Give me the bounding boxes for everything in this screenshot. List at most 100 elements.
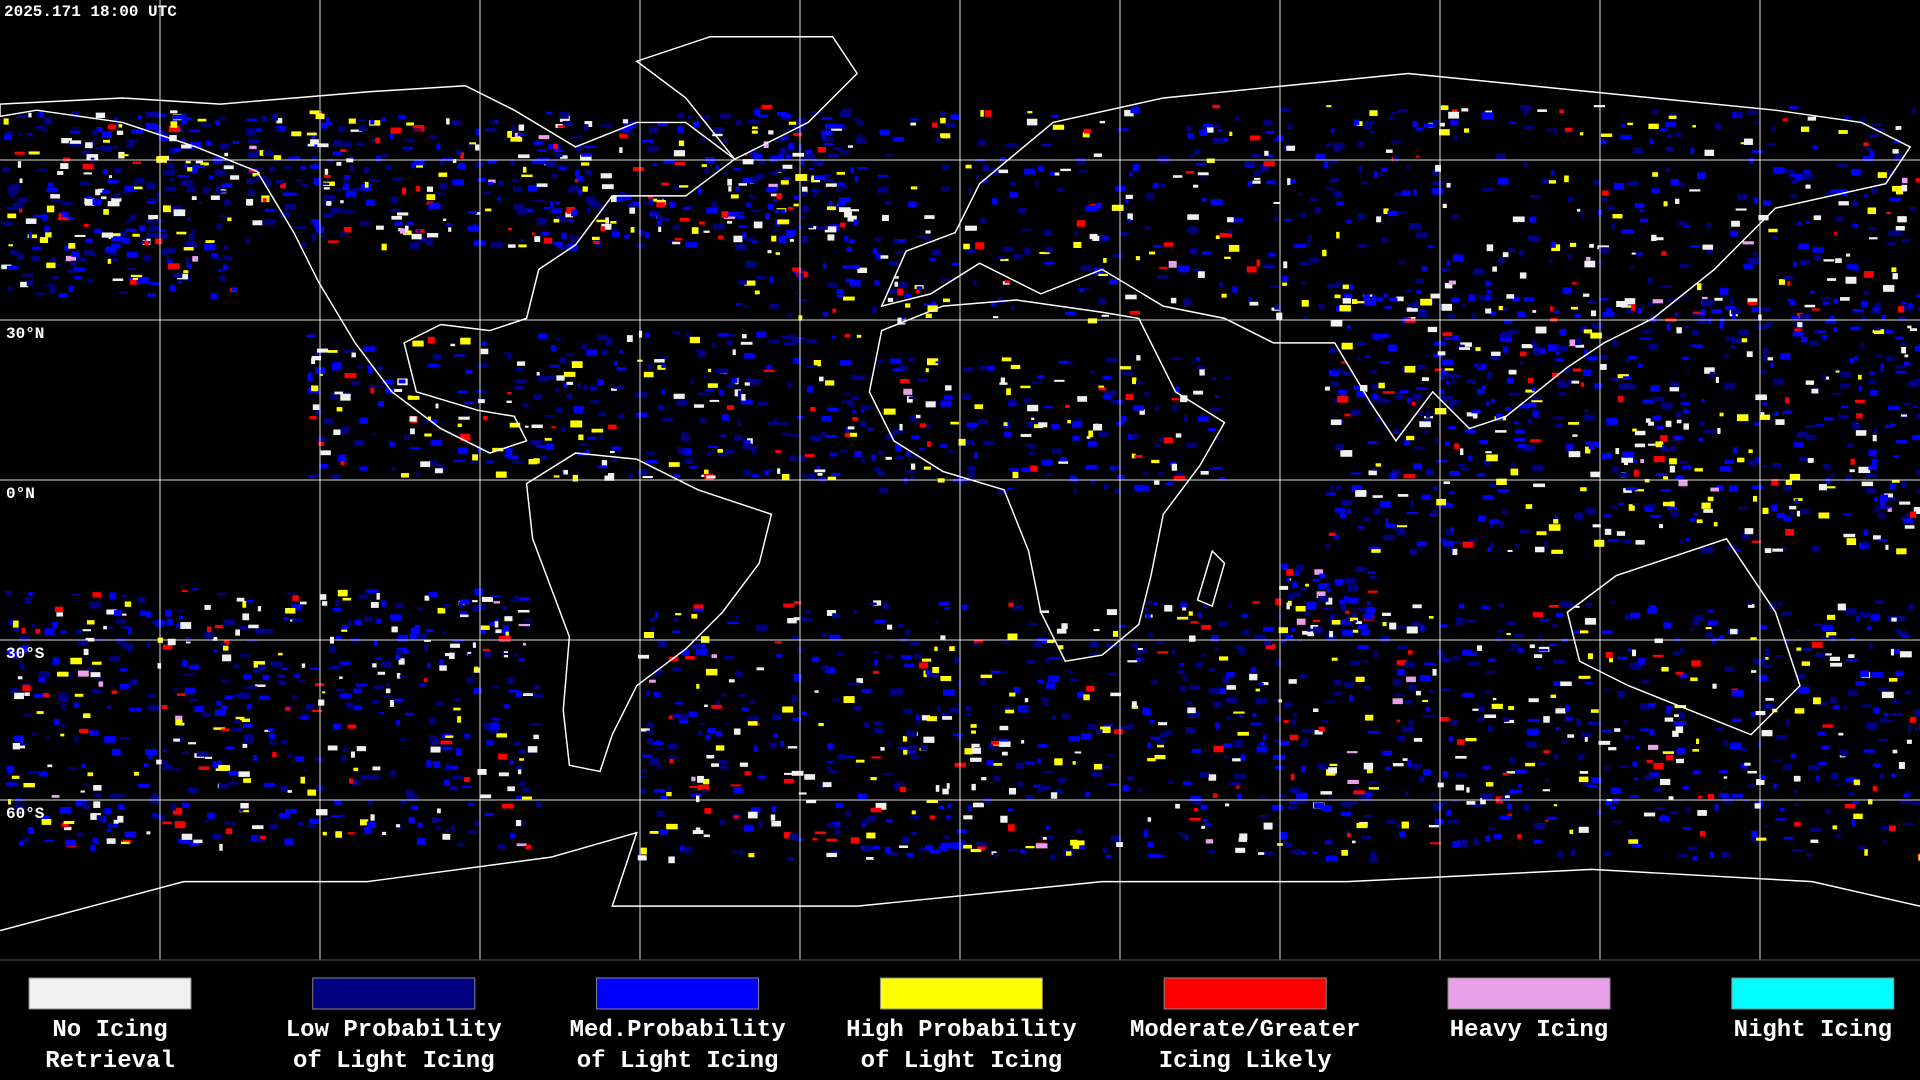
icing-pixel [1760, 624, 1767, 630]
icing-pixel [1466, 801, 1476, 805]
icing-pixel [1415, 278, 1424, 284]
icing-pixel [1849, 469, 1855, 473]
icing-pixel [1418, 411, 1423, 416]
icing-pixel [697, 392, 710, 396]
icing-pixel [355, 683, 367, 687]
icing-pixel [1462, 303, 1466, 308]
icing-pixel [1805, 434, 1816, 440]
icing-pixel [1518, 783, 1522, 788]
icing-pixel [1301, 299, 1309, 307]
icing-pixel [429, 135, 438, 140]
icing-pixel [1279, 585, 1289, 590]
icing-pixel [1428, 824, 1439, 828]
icing-pixel [537, 149, 547, 152]
icing-pixel [1647, 702, 1656, 708]
icing-pixel [1287, 124, 1293, 130]
icing-pixel [35, 292, 45, 296]
icing-pixel [1336, 201, 1344, 206]
icing-pixel [945, 385, 952, 391]
icing-pixel [1731, 307, 1741, 315]
icing-pixel [262, 674, 270, 681]
icing-pixel [601, 223, 612, 230]
icing-pixel [1863, 142, 1869, 147]
icing-pixel [363, 616, 373, 622]
icing-pixel [1340, 603, 1347, 611]
icing-pixel [366, 821, 376, 829]
icing-pixel [1422, 700, 1429, 703]
icing-pixel [538, 135, 550, 140]
icing-pixel [1478, 294, 1491, 301]
icing-pixel [398, 658, 405, 665]
icing-pixel [944, 607, 951, 610]
icing-pixel [16, 114, 29, 119]
icing-pixel [801, 711, 807, 716]
icing-pixel [1294, 571, 1300, 577]
icing-pixel [163, 749, 167, 752]
icing-pixel [75, 799, 87, 807]
icing-pixel [1664, 717, 1674, 722]
icing-pixel [1185, 171, 1195, 174]
icing-pixel [1668, 115, 1677, 119]
icing-pixel [834, 828, 841, 835]
icing-pixel [22, 272, 34, 277]
icing-pixel [942, 788, 949, 795]
icing-pixel [3, 118, 9, 125]
icing-pixel [108, 233, 121, 240]
icing-pixel [818, 723, 824, 727]
icing-pixel [1659, 778, 1671, 786]
icing-pixel [904, 470, 916, 475]
icing-pixel [790, 334, 795, 339]
icing-pixel [119, 668, 127, 672]
icing-pixel [1509, 757, 1516, 764]
icing-pixel [93, 801, 101, 808]
icing-pixel [1347, 617, 1358, 622]
icing-pixel [1098, 298, 1106, 305]
icing-pixel [796, 118, 807, 126]
icing-pixel [1432, 180, 1445, 186]
icing-pixel [233, 719, 240, 724]
icing-pixel [260, 115, 267, 122]
icing-pixel [56, 612, 64, 617]
icing-pixel [1614, 728, 1621, 732]
icing-pixel [1707, 620, 1718, 626]
icing-pixel [1215, 722, 1220, 729]
legend-label: No Icing [52, 1017, 167, 1044]
icing-pixel [1329, 763, 1338, 767]
icing-pixel [693, 607, 704, 612]
icing-pixel [974, 452, 979, 459]
icing-pixel [1852, 223, 1859, 228]
icing-pixel [1434, 436, 1439, 444]
icing-pixel [1795, 673, 1806, 679]
icing-pixel [1580, 382, 1585, 387]
icing-pixel [1685, 325, 1689, 328]
icing-pixel [1656, 425, 1664, 431]
icing-pixel [1895, 126, 1902, 130]
icing-pixel [1618, 765, 1629, 768]
icing-pixel [1279, 832, 1288, 839]
icing-pixel [399, 800, 407, 805]
icing-pixel [1226, 716, 1231, 719]
icing-pixel [1813, 215, 1822, 221]
icing-pixel [122, 237, 131, 244]
icing-pixel [82, 629, 91, 632]
icing-pixel [1662, 751, 1674, 754]
icing-pixel [781, 113, 791, 119]
icing-pixel [1812, 145, 1818, 150]
icing-pixel [382, 695, 392, 698]
icing-pixel [306, 824, 316, 828]
icing-pixel [272, 751, 277, 758]
icing-pixel [1918, 854, 1920, 861]
icing-pixel [906, 449, 911, 457]
icing-pixel [1800, 314, 1812, 321]
icing-pixel [1326, 492, 1336, 496]
icing-pixel [175, 719, 183, 726]
icing-pixel [1703, 509, 1713, 513]
icing-pixel [1529, 216, 1537, 223]
icing-pixel [263, 180, 272, 187]
icing-pixel [1625, 487, 1638, 491]
icing-pixel [611, 458, 617, 463]
icing-pixel [360, 819, 369, 826]
icing-pixel [111, 690, 118, 695]
icing-pixel [1868, 227, 1877, 231]
icing-pixel [1635, 540, 1645, 545]
